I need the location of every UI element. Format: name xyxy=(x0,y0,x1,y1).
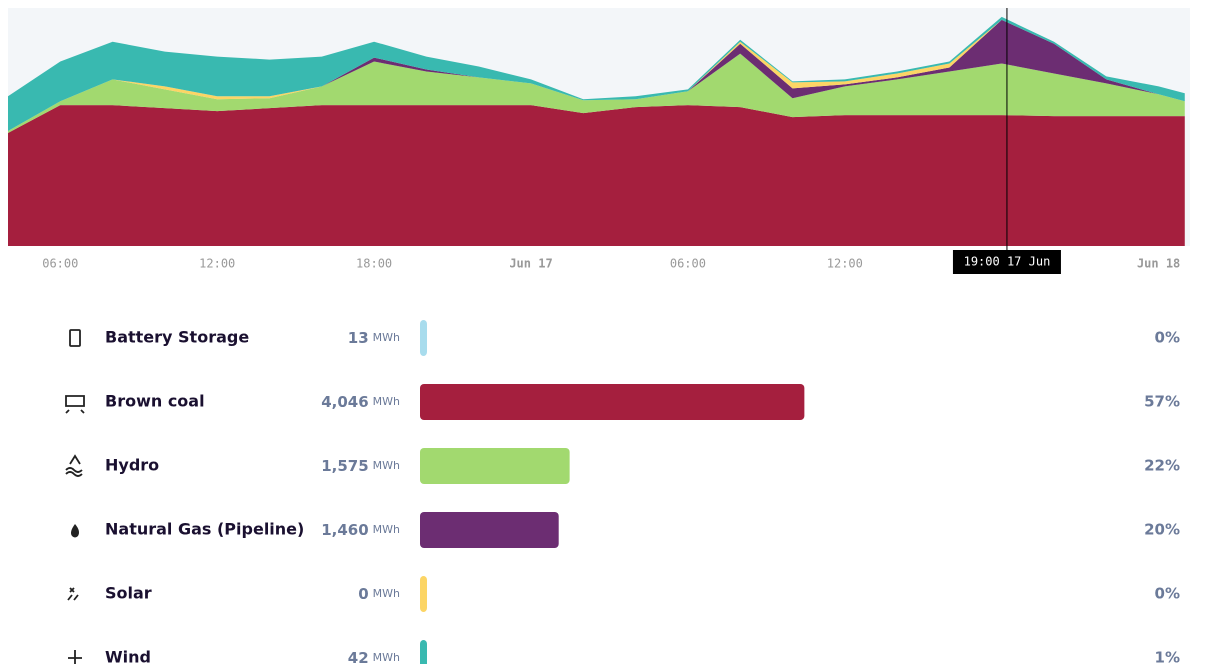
value-label: 42 MWh xyxy=(348,649,400,664)
category-name: Brown coal xyxy=(105,392,205,411)
gas-icon xyxy=(71,524,79,538)
x-tick-label: 12:00 xyxy=(827,257,863,271)
bar xyxy=(420,576,427,612)
bar xyxy=(420,448,570,484)
value-number: 42 xyxy=(348,649,369,664)
x-tick-label: 06:00 xyxy=(42,257,78,271)
value-label: 4,046 MWh xyxy=(321,393,400,411)
category-name: Hydro xyxy=(105,456,159,475)
unit: MWh xyxy=(373,587,400,600)
battery-icon xyxy=(69,329,81,347)
hydro-icon xyxy=(65,454,83,477)
share-label: 57% xyxy=(1144,393,1180,411)
unit: MWh xyxy=(373,331,400,344)
unit: MWh xyxy=(373,523,400,536)
x-tick-label: Jun 17 xyxy=(509,257,552,271)
value-number: 4,046 xyxy=(321,393,368,411)
icons xyxy=(65,329,85,664)
share-label: 22% xyxy=(1144,457,1180,475)
share-label: 20% xyxy=(1144,521,1180,539)
area xyxy=(8,105,1185,246)
category-name: Solar xyxy=(105,584,152,603)
value-label: 0 MWh xyxy=(358,585,400,603)
value-number: 1,460 xyxy=(321,521,368,539)
tooltip-label: 19:00 17 Jun xyxy=(964,255,1051,269)
value-number: 0 xyxy=(358,585,368,603)
x-tick-label: Jun 18 xyxy=(1137,257,1180,271)
bar xyxy=(420,512,559,548)
share-label: 1% xyxy=(1155,649,1180,664)
bar xyxy=(420,640,427,664)
share-label: 0% xyxy=(1155,329,1180,347)
wind-icon xyxy=(68,650,82,664)
value-label: 1,460 MWh xyxy=(321,521,400,539)
tooltip-box xyxy=(952,250,1061,274)
value-label: 13 MWh xyxy=(348,329,400,347)
x-tick-label: 06:00 xyxy=(670,257,706,271)
area xyxy=(8,53,1185,133)
category-name: Wind xyxy=(105,648,151,664)
unit: MWh xyxy=(373,395,400,408)
value-label: 1,575 MWh xyxy=(321,457,400,475)
x-tick-label: 12:00 xyxy=(199,257,235,271)
bar xyxy=(420,384,805,420)
area xyxy=(8,16,1185,131)
unit: MWh xyxy=(373,651,400,664)
coal-icon xyxy=(65,395,85,414)
unit: MWh xyxy=(373,459,400,472)
bar xyxy=(420,320,427,356)
share-label: 0% xyxy=(1155,585,1180,603)
category-name: Battery Storage xyxy=(105,328,249,347)
solar-icon xyxy=(67,587,79,601)
category-name: Natural Gas (Pipeline) xyxy=(105,520,304,539)
value-number: 1,575 xyxy=(321,457,368,475)
value-number: 13 xyxy=(348,329,369,347)
x-tick-label: 18:00 xyxy=(356,257,392,271)
